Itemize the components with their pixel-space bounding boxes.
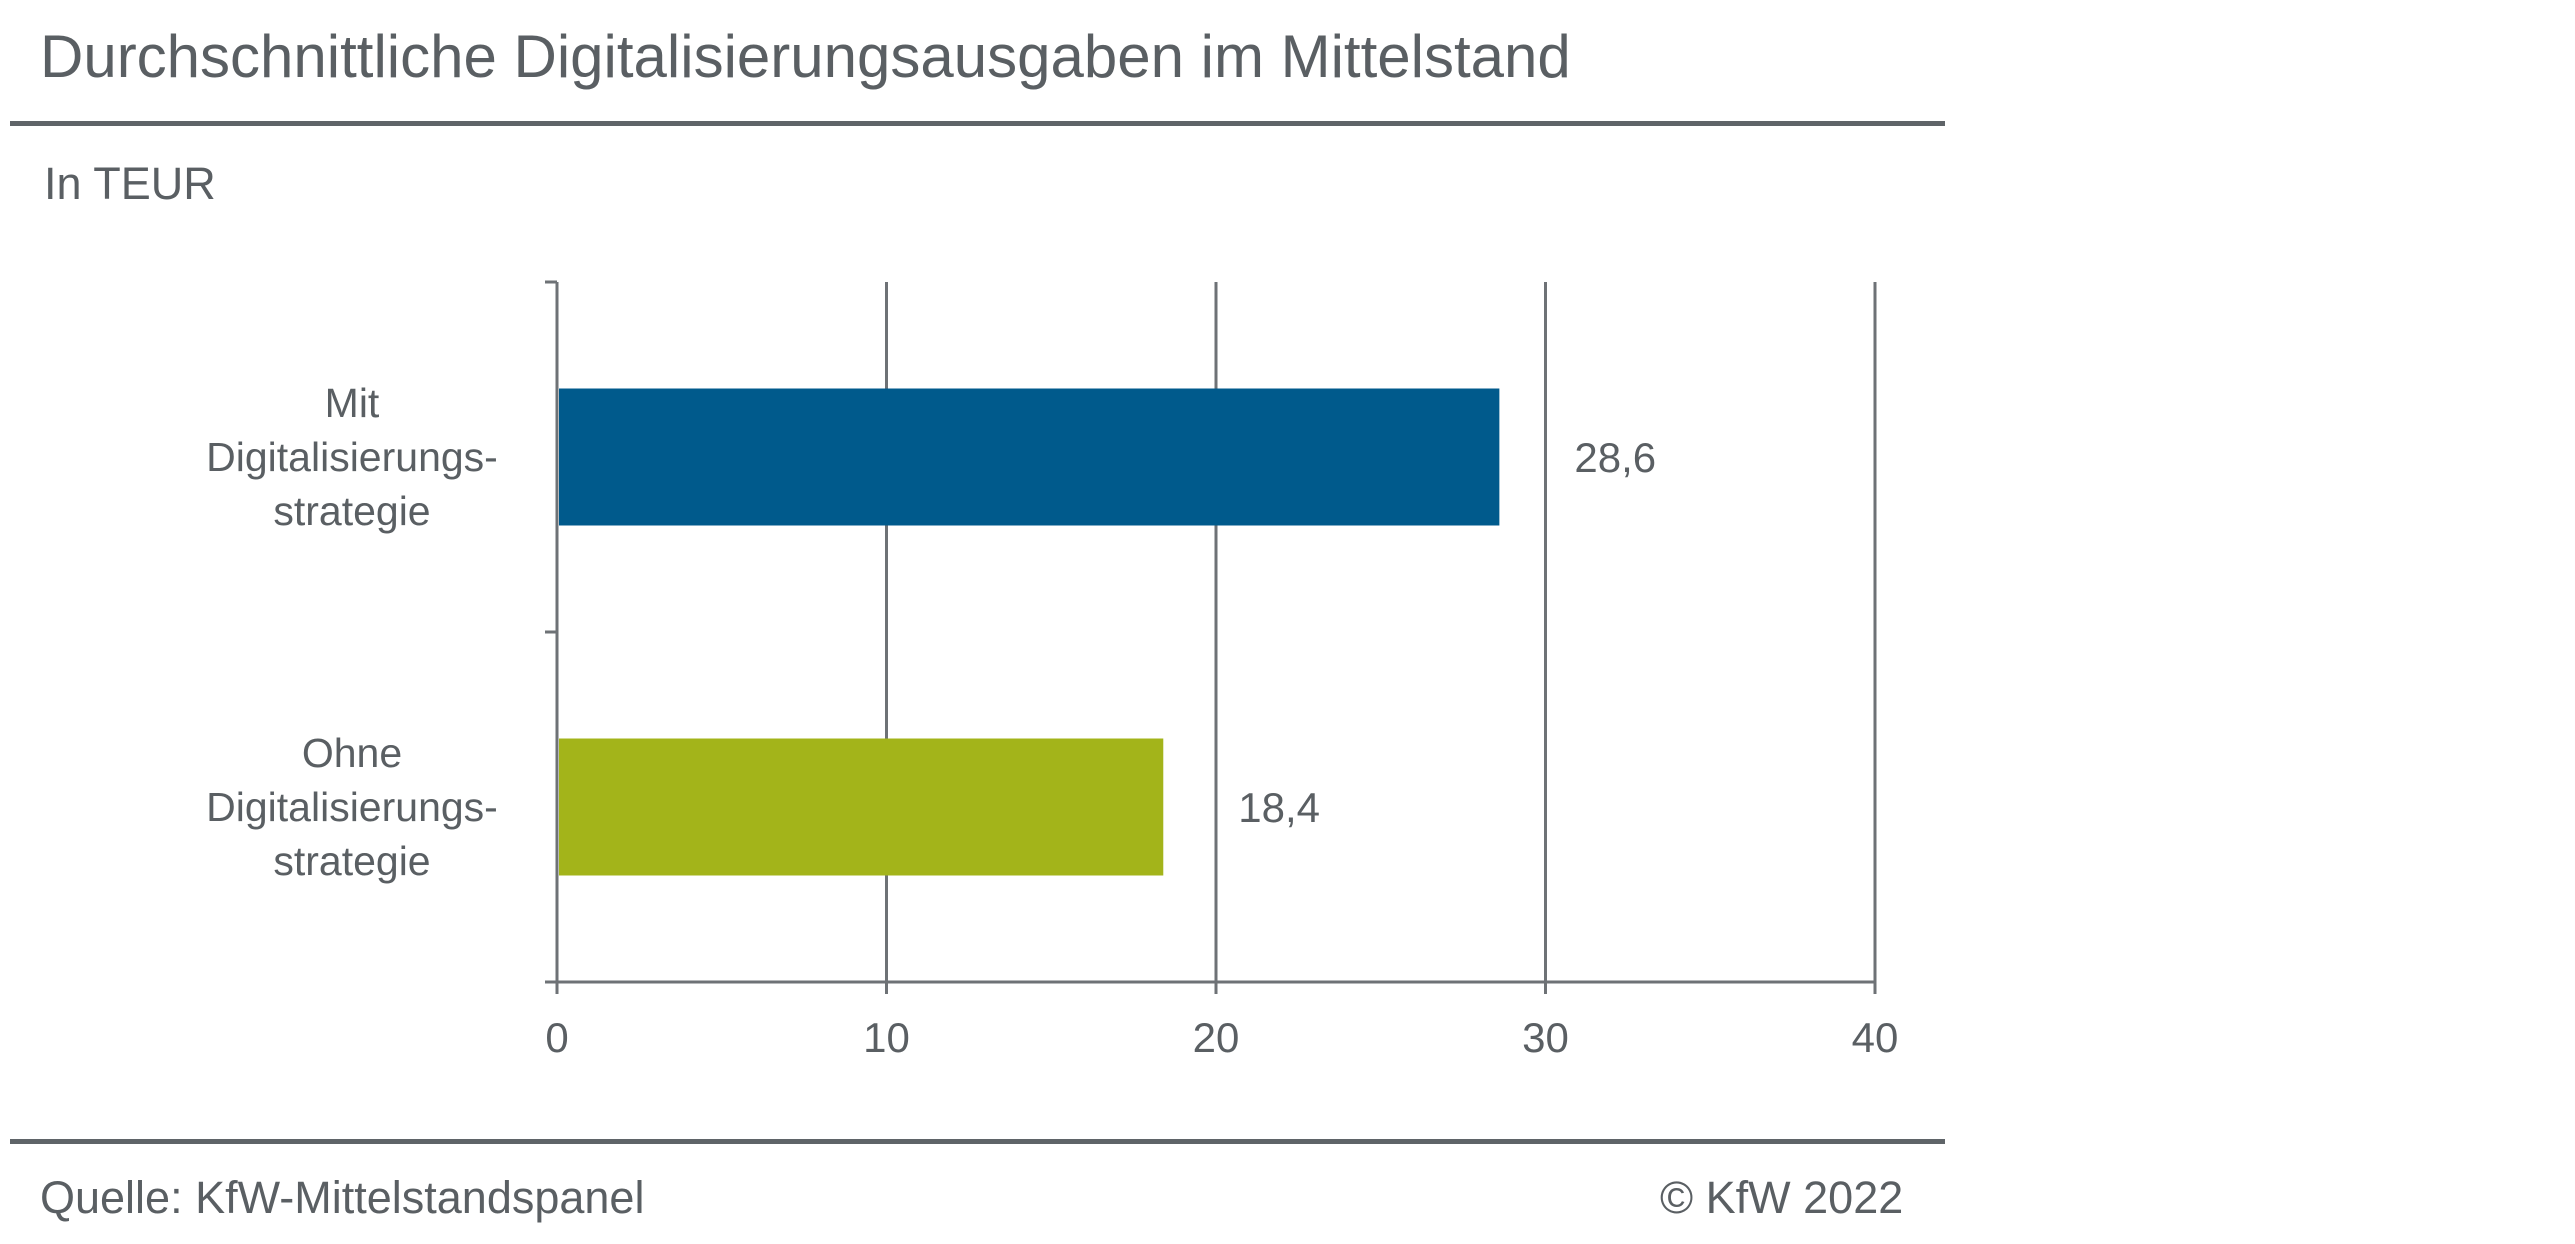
bottom-divider (10, 1139, 1945, 1144)
bars (559, 388, 1500, 876)
x-tick-label: 10 (863, 1014, 910, 1061)
axes (545, 280, 1875, 994)
x-tick-label: 30 (1522, 1014, 1569, 1061)
category-label-line: strategie (273, 488, 430, 534)
chart-title: Durchschnittliche Digitalisierungsausgab… (40, 23, 1571, 90)
category-label-line: Ohne (302, 730, 402, 776)
source-note: Quelle: KfW-Mittelstandspanel (40, 1172, 645, 1223)
copyright-note: © KfW 2022 (1660, 1172, 1904, 1223)
x-tick-label: 40 (1852, 1014, 1899, 1061)
category-label-line: Digitalisierungs- (206, 434, 498, 480)
data-label: 28,6 (1574, 434, 1656, 481)
x-tick-label: 0 (545, 1014, 568, 1061)
category-label: Ohne Digitalisierungs-strategie (206, 730, 498, 884)
labels: 0 10 20 30 40 28,6 Mit Digitalisierungs-strateg… (206, 380, 1898, 1061)
category-label-line: Mit (325, 380, 380, 426)
x-tick-label: 20 (1193, 1014, 1240, 1061)
data-label: 18,4 (1238, 784, 1320, 831)
top-divider (10, 121, 1945, 126)
bar (559, 738, 1164, 876)
category-label-line: strategie (273, 838, 430, 884)
unit-label: In TEUR (44, 158, 216, 209)
category-label: Mit Digitalisierungs-strategie (206, 380, 498, 534)
bar (559, 388, 1500, 526)
category-label-line: Digitalisierungs- (206, 784, 498, 830)
